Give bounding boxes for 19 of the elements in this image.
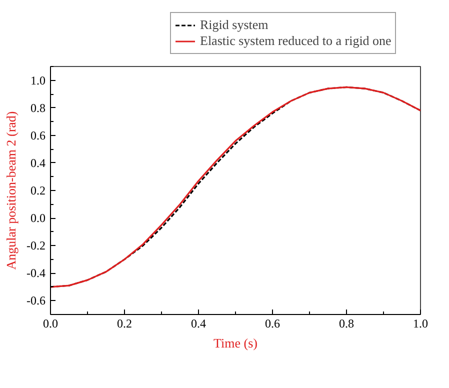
y-axis-title: Angular position-beam 2 (rad) xyxy=(4,111,19,270)
legend-label: Rigid system xyxy=(200,17,268,33)
y-tick-label: -0.6 xyxy=(26,294,46,308)
y-tick-label: 0.2 xyxy=(30,184,46,198)
x-tick-label: 1.0 xyxy=(413,316,428,330)
x-tick-label: 0.4 xyxy=(191,316,206,330)
y-tick-label: 0.6 xyxy=(30,128,46,142)
y-tick-label: -0.2 xyxy=(26,238,46,253)
y-tick-label: 0.4 xyxy=(30,156,46,170)
y-tick-label: -0.4 xyxy=(26,266,46,280)
y-tick-label: 1.0 xyxy=(30,73,46,88)
legend-label: Elastic system reduced to a rigid one xyxy=(200,33,392,49)
x-tick-label: 0.6 xyxy=(265,316,280,330)
x-tick-label: 0.8 xyxy=(339,316,354,330)
x-axis-title: Time (s) xyxy=(214,336,258,350)
x-tick-label: 0.0 xyxy=(43,316,58,330)
y-tick-label: 0.8 xyxy=(30,100,46,115)
x-tick-label: 0.2 xyxy=(117,316,132,330)
y-tick-label: 0.0 xyxy=(30,211,46,226)
